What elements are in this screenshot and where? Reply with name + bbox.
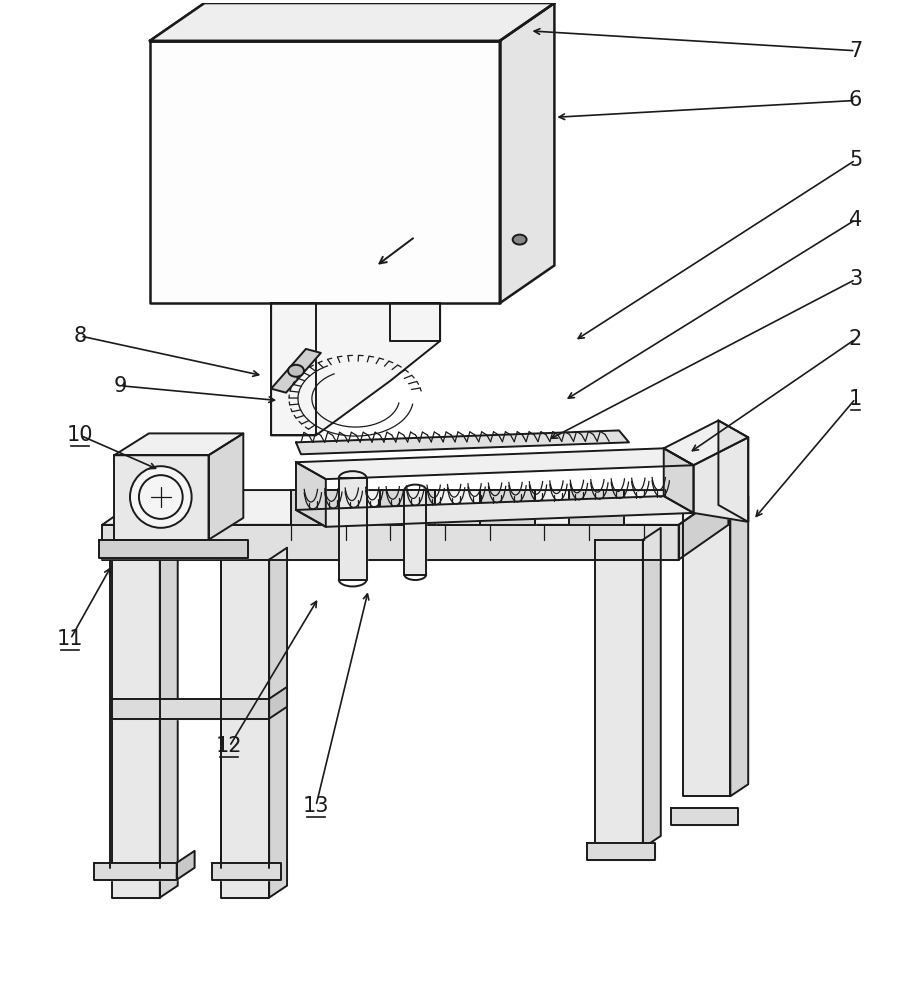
- Polygon shape: [730, 496, 748, 796]
- Text: 13: 13: [303, 796, 329, 816]
- Polygon shape: [150, 41, 500, 303]
- Polygon shape: [271, 349, 321, 393]
- Ellipse shape: [130, 466, 191, 528]
- Text: 4: 4: [849, 210, 862, 230]
- Polygon shape: [663, 420, 748, 465]
- Polygon shape: [296, 462, 326, 527]
- Polygon shape: [269, 548, 287, 898]
- Polygon shape: [271, 303, 440, 435]
- Text: 5: 5: [849, 150, 862, 170]
- Polygon shape: [271, 303, 316, 435]
- Polygon shape: [221, 560, 269, 898]
- Polygon shape: [679, 490, 728, 560]
- Polygon shape: [114, 433, 243, 455]
- Text: 8: 8: [74, 326, 87, 346]
- Polygon shape: [296, 496, 694, 527]
- Polygon shape: [211, 863, 281, 880]
- Polygon shape: [381, 490, 436, 525]
- Polygon shape: [160, 548, 178, 898]
- Text: 6: 6: [849, 90, 862, 110]
- Polygon shape: [291, 490, 346, 525]
- Text: 3: 3: [849, 269, 862, 289]
- Polygon shape: [102, 525, 679, 560]
- Polygon shape: [269, 687, 287, 719]
- Ellipse shape: [288, 365, 304, 377]
- Polygon shape: [296, 448, 694, 479]
- Polygon shape: [339, 478, 367, 580]
- Polygon shape: [718, 420, 748, 522]
- Polygon shape: [694, 437, 748, 522]
- Polygon shape: [500, 3, 554, 303]
- Text: 11: 11: [57, 629, 83, 649]
- Text: 1: 1: [849, 389, 862, 409]
- Text: 12: 12: [216, 736, 242, 756]
- Polygon shape: [296, 430, 629, 454]
- Polygon shape: [671, 808, 738, 825]
- Polygon shape: [587, 843, 655, 860]
- Ellipse shape: [512, 235, 526, 245]
- Polygon shape: [663, 448, 694, 513]
- Polygon shape: [643, 528, 661, 848]
- Polygon shape: [569, 490, 624, 525]
- Polygon shape: [595, 540, 643, 848]
- Polygon shape: [150, 3, 554, 41]
- Polygon shape: [94, 863, 177, 880]
- Polygon shape: [209, 433, 243, 540]
- Polygon shape: [102, 490, 728, 525]
- Text: 9: 9: [113, 376, 127, 396]
- Text: 7: 7: [849, 41, 862, 61]
- Polygon shape: [99, 540, 248, 558]
- Polygon shape: [479, 490, 534, 525]
- Polygon shape: [177, 851, 195, 880]
- Text: 10: 10: [67, 425, 93, 445]
- Polygon shape: [113, 699, 269, 719]
- Polygon shape: [404, 490, 426, 575]
- Polygon shape: [114, 455, 209, 540]
- Polygon shape: [683, 508, 730, 796]
- Polygon shape: [391, 303, 440, 341]
- Text: 2: 2: [849, 329, 862, 349]
- Polygon shape: [113, 560, 160, 898]
